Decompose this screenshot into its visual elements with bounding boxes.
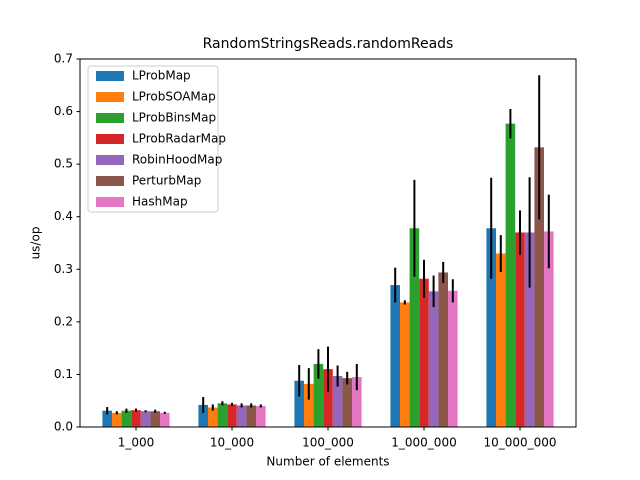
bar xyxy=(390,285,400,427)
legend-swatch xyxy=(96,92,124,102)
y-tick-label: 0.7 xyxy=(54,52,73,66)
legend-label: LProbRadarMap xyxy=(132,132,226,146)
y-tick-label: 0.0 xyxy=(54,420,73,434)
legend-box xyxy=(87,65,219,213)
legend-label: LProbMap xyxy=(132,69,191,83)
x-axis-label: Number of elements xyxy=(266,455,389,469)
bar xyxy=(486,228,496,427)
y-axis-label: us/op xyxy=(29,227,43,260)
bar xyxy=(304,383,314,427)
legend-swatch xyxy=(96,113,124,123)
bar xyxy=(313,363,324,427)
bar xyxy=(208,407,218,427)
y-tick-label: 0.5 xyxy=(54,157,73,171)
bar xyxy=(409,228,420,427)
bar xyxy=(236,405,247,427)
bar xyxy=(524,232,535,427)
x-tick-label: 1_000_000 xyxy=(391,436,456,450)
y-tick-label: 0.1 xyxy=(54,367,73,381)
bar xyxy=(323,369,333,427)
bar xyxy=(438,272,448,427)
bar xyxy=(448,290,458,427)
bar xyxy=(496,253,506,427)
plot-area xyxy=(102,75,554,428)
legend-label: LProbSOAMap xyxy=(132,90,216,104)
bar xyxy=(400,302,410,427)
bar xyxy=(332,376,343,427)
bar xyxy=(352,377,362,427)
bar xyxy=(160,412,170,427)
bar xyxy=(428,291,439,427)
legend-label: HashMap xyxy=(132,195,188,209)
legend-swatch xyxy=(96,155,124,165)
y-tick-label: 0.4 xyxy=(54,209,73,223)
bar xyxy=(198,404,208,427)
bar xyxy=(131,410,141,427)
legend-swatch xyxy=(96,197,124,207)
legend-swatch xyxy=(96,71,124,81)
bar xyxy=(102,410,112,427)
legend-label: PerturbMap xyxy=(132,174,201,188)
y-tick-label: 0.2 xyxy=(54,314,73,328)
y-tick-label: 0.6 xyxy=(54,104,73,118)
bar xyxy=(534,147,544,427)
bar xyxy=(217,403,228,427)
bar xyxy=(515,232,525,427)
bar xyxy=(246,405,256,427)
bar xyxy=(112,412,122,427)
x-tick-label: 10_000 xyxy=(210,436,254,450)
legend-label: LProbBinsMap xyxy=(132,111,216,125)
bar xyxy=(294,380,304,427)
y-tick-label: 0.3 xyxy=(54,262,73,276)
bar xyxy=(121,410,132,427)
x-tick-label: 1_000 xyxy=(118,436,155,450)
bar xyxy=(505,123,516,428)
bar xyxy=(140,411,151,427)
bar xyxy=(419,278,429,427)
bar xyxy=(544,231,554,427)
bar xyxy=(342,378,352,427)
legend-swatch xyxy=(96,134,124,144)
x-tick-label: 100_000 xyxy=(302,436,354,450)
x-tick-label: 10_000_000 xyxy=(483,436,556,450)
chart-title: RandomStringsReads.randomReads xyxy=(203,36,454,52)
legend-swatch xyxy=(96,176,124,186)
bar xyxy=(150,411,160,427)
bar xyxy=(256,405,266,427)
bar xyxy=(227,404,237,427)
legend-label: RobinHoodMap xyxy=(132,153,222,167)
